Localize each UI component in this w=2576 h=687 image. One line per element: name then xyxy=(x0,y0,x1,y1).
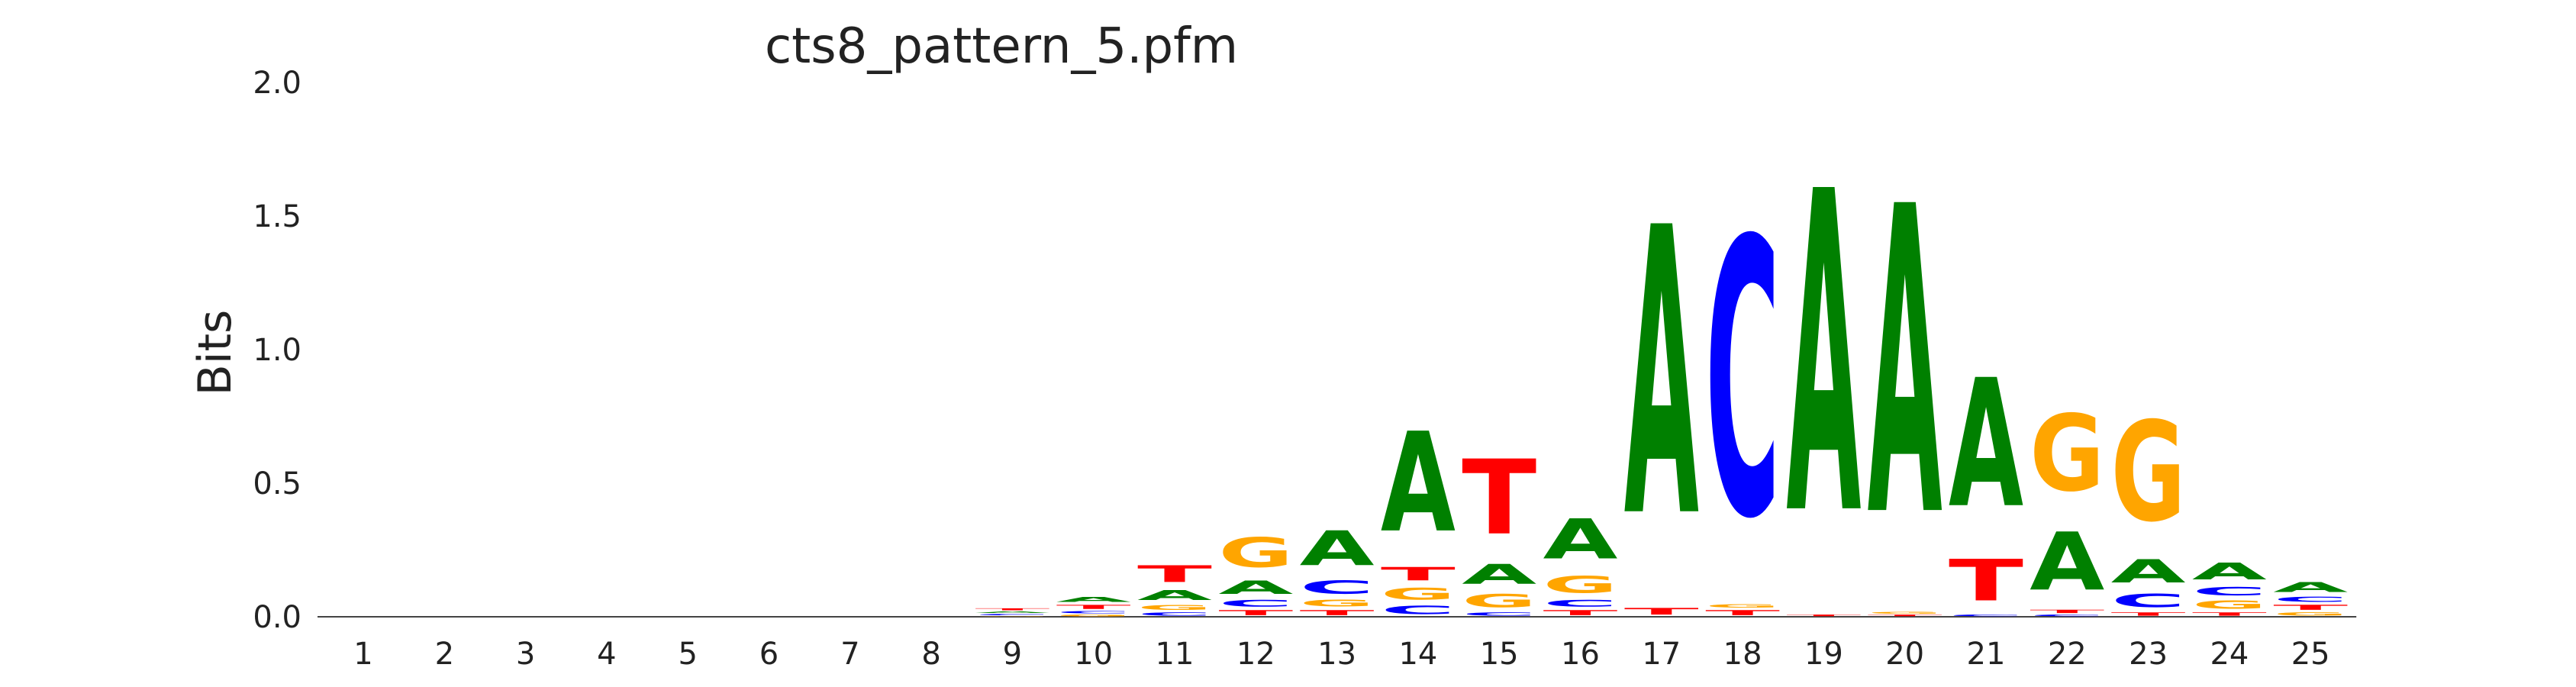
logo-letter-T: T xyxy=(975,608,1049,611)
logo-letter-T: T xyxy=(2192,611,2267,617)
logo-letter-C: C xyxy=(2273,595,2348,603)
y-tick-label: 1.5 xyxy=(253,199,301,234)
logo-letter-A: A xyxy=(1462,558,1536,590)
logo-letter-G: G xyxy=(1868,611,1942,614)
logo-letter-T: T xyxy=(1786,614,1861,617)
y-axis-ticks: 0.0 0.5 1.0 1.5 2.0 xyxy=(253,66,301,635)
x-tick-label: 3 xyxy=(516,637,535,672)
x-tick-label: 19 xyxy=(1804,637,1843,672)
logo-letter-C: C xyxy=(2111,590,2186,611)
logo-letter-T: T xyxy=(1949,548,2023,614)
logo-stacks: GCATGCTACGATTCAGTGCACGTACGATTCGATATGCTAT… xyxy=(975,99,2348,617)
x-tick-label: 1 xyxy=(353,637,372,672)
logo-letter-C: C xyxy=(2192,585,2267,598)
logo-letter-G: G xyxy=(2192,598,2267,611)
x-tick-label: 8 xyxy=(921,637,940,672)
logo-letter-G: G xyxy=(975,616,1049,617)
x-tick-label: 22 xyxy=(2048,637,2087,672)
logo-letter-A: A xyxy=(1300,521,1375,577)
x-tick-label: 24 xyxy=(2210,637,2249,672)
logo-letter-G: G xyxy=(1056,614,1131,617)
logo-letter-A: A xyxy=(1786,99,1862,613)
x-tick-label: 11 xyxy=(1156,637,1195,672)
logo-letter-C: C xyxy=(1462,611,1536,617)
x-tick-label: 9 xyxy=(1003,637,1022,672)
logo-letter-T: T xyxy=(1056,604,1131,611)
logo-letter-A: A xyxy=(1949,341,2023,547)
logo-letter-T: T xyxy=(1462,438,1536,558)
logo-letter-C: C xyxy=(1137,611,1212,617)
x-tick-label: 21 xyxy=(1967,637,2006,672)
logo-letter-T: T xyxy=(1137,561,1212,588)
y-tick-label: 0.5 xyxy=(253,466,301,502)
logo-letter-A: A xyxy=(2273,579,2348,595)
x-tick-label: 6 xyxy=(759,637,779,672)
logo-letter-T: T xyxy=(2111,611,2186,617)
logo-letter-G: G xyxy=(1300,598,1375,609)
logo-letter-A: A xyxy=(1868,118,1943,610)
logo-letter-G: G xyxy=(2030,393,2104,515)
logo-letter-G: G xyxy=(1137,603,1212,611)
x-tick-label: 13 xyxy=(1317,637,1356,672)
x-tick-label: 16 xyxy=(1561,637,1600,672)
logo-letter-G: G xyxy=(1381,585,1456,603)
logo-letter-A: A xyxy=(1056,595,1132,603)
logo-letter-T: T xyxy=(1705,609,1780,617)
logo-letter-A: A xyxy=(2192,558,2267,585)
y-axis-label: Bits xyxy=(189,310,242,396)
y-tick-label: 1.0 xyxy=(253,333,301,368)
logo-letter-T: T xyxy=(2273,604,2348,611)
logo-letter-G: G xyxy=(1218,529,1293,577)
logo-letter-A: A xyxy=(2030,516,2104,609)
x-tick-label: 15 xyxy=(1480,637,1519,672)
x-tick-label: 23 xyxy=(2129,637,2168,672)
logo-letter-G: G xyxy=(2111,393,2186,552)
logo-letter-A: A xyxy=(1218,577,1294,598)
logo-letter-T: T xyxy=(1543,609,1618,617)
x-tick-label: 17 xyxy=(1642,637,1681,672)
logo-letter-T: T xyxy=(1300,609,1375,617)
x-tick-label: 25 xyxy=(2291,637,2330,672)
x-tick-label: 7 xyxy=(840,637,859,672)
logo-letter-C: C xyxy=(1381,604,1456,617)
x-tick-label: 14 xyxy=(1398,637,1437,672)
logo-letter-T: T xyxy=(1218,609,1293,617)
logo-letter-C: C xyxy=(1705,160,1780,602)
x-tick-label: 2 xyxy=(435,637,454,672)
logo-letter-C: C xyxy=(975,614,1049,616)
y-tick-label: 2.0 xyxy=(253,66,301,101)
logo-letter-A: A xyxy=(1137,588,1212,604)
x-tick-label: 5 xyxy=(678,637,697,672)
logo-letter-A: A xyxy=(1624,144,1700,605)
chart-title: cts8_pattern_5.pfm xyxy=(765,18,1238,75)
logo-letter-G: G xyxy=(1462,590,1536,611)
x-tick-label: 18 xyxy=(1723,637,1762,672)
logo-letter-C: C xyxy=(2030,614,2104,617)
logo-letter-T: T xyxy=(1868,614,1942,617)
x-axis-ticks: 1 2 3 4 5 6 7 8 9 10 11 12 13 14 15 16 17 18 19 20 21 22 23 24 2… xyxy=(353,637,2329,672)
logo-letter-A: A xyxy=(1381,404,1456,563)
logo-letter-A: A xyxy=(975,611,1049,613)
logo-letter-T: T xyxy=(1624,606,1699,617)
logo-letter-C: C xyxy=(1543,598,1618,609)
logo-letter-G: G xyxy=(1543,571,1618,598)
logo-letter-T: T xyxy=(2030,609,2104,614)
x-tick-label: 4 xyxy=(597,637,616,672)
logo-letter-C: C xyxy=(1300,577,1375,598)
logo-letter-G: G xyxy=(2273,611,2348,617)
x-tick-label: 20 xyxy=(1885,637,1924,672)
logo-letter-C: C xyxy=(1218,598,1293,609)
x-tick-label: 12 xyxy=(1236,637,1275,672)
logo-letter-A: A xyxy=(2111,553,2186,590)
logo-letter-C: C xyxy=(1056,611,1131,614)
x-tick-label: 10 xyxy=(1074,637,1113,672)
logo-letter-T: T xyxy=(1381,563,1456,585)
logo-letter-A: A xyxy=(1543,508,1618,572)
logo-letter-G: G xyxy=(1705,604,1780,609)
logo-letter-C: C xyxy=(1949,614,2023,617)
y-tick-label: 0.0 xyxy=(253,600,301,635)
